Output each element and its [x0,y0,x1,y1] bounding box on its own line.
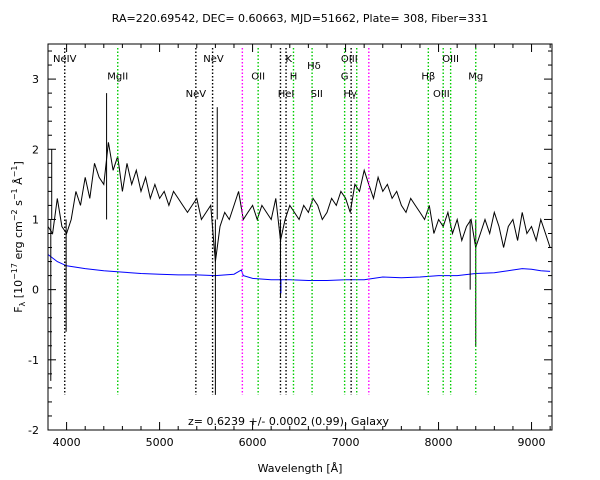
line-label-layer: NeIV MgII NeV NeV OII HeI KH SII Hδ G OIII Hγ Hβ OIII… [53,54,483,100]
chart-title: RA=220.69542, DEC= 0.60663, MJD=51662, P… [112,12,488,25]
x-tick-label-1: 5000 [146,436,174,449]
line-label-13: Hβ [421,72,435,83]
x-tick-label-0: 4000 [53,436,81,449]
line-label-5: HeI [278,89,295,100]
plot-frame [47,43,553,431]
y-tick-label-4: 2 [32,143,39,156]
series-line-0 [47,142,551,262]
y-tick-label-5: 3 [32,73,39,86]
x-tick-label-4: 8000 [425,436,453,449]
line-label-14: OIII [433,89,450,100]
line-label-2: NeV [186,89,207,100]
line-label-8: SII [311,89,323,100]
y-tick-label-0: -2 [28,424,39,437]
line-label-3: NeV [203,54,224,65]
x-axis-label: Wavelength [Å] [258,462,343,475]
line-label-0: NeIV [53,54,77,65]
x-tick-label-2: 6000 [239,436,267,449]
axes-layer: 4000 5000 6000 7000 8000 9000 -2 -1 0 1 2 3 [28,44,552,449]
line-label-7: H [290,72,298,83]
series-line-1 [47,254,551,281]
redshift-annotation: z= 0.6239 +/- 0.0002 (0.99), Galaxy [188,415,389,428]
line-label-15: OIII [442,54,459,65]
line-label-4: OII [251,72,265,83]
y-axis-label: Fλ [10−17 erg cm−2 s−1 Å−1] [10,161,27,313]
y-tick-label-1: -1 [28,354,39,367]
line-label-10: G [341,72,349,83]
series-layer [47,93,551,395]
line-label-12: Hγ [343,89,357,100]
x-tick-label-3: 7000 [332,436,360,449]
y-tick-label-2: 0 [32,284,39,297]
line-label-16: Mg [468,72,483,83]
y-tick-label-3: 1 [32,213,39,226]
x-tick-label-5: 9000 [518,436,546,449]
line-label-11: OIII [341,54,358,65]
line-marker-layer [64,48,477,395]
line-label-1: MgII [107,72,128,83]
line-label-9: Hδ [307,61,321,72]
line-label-6: K [286,54,293,65]
